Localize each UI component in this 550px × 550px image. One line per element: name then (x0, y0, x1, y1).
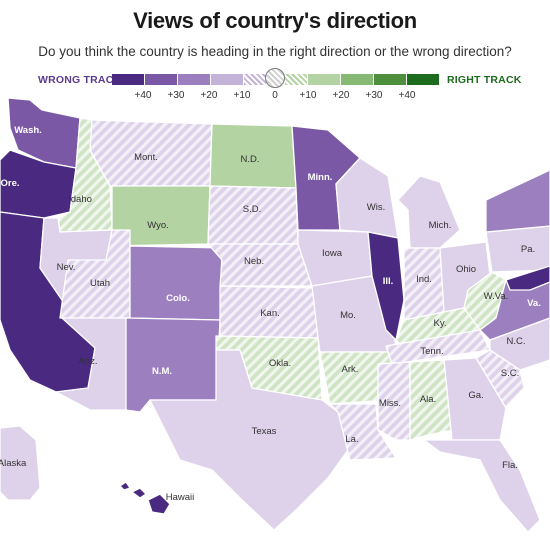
state-label-okla: Okla. (269, 358, 291, 369)
state-label-neb: Neb. (244, 256, 264, 267)
state-alabama (409, 359, 453, 441)
legend-wrong-track-label: WRONG TRACK (38, 74, 122, 86)
state-nebraska (207, 243, 313, 287)
state-label-kan: Kan. (260, 308, 280, 319)
legend-tick: +20 (332, 90, 350, 101)
state-hawaii-maui (119, 481, 131, 491)
legend-tick: +30 (167, 90, 185, 101)
legend-swatch-wrong-lean (244, 74, 266, 85)
state-label-alaska: Alaska (0, 458, 27, 469)
state-hawaii (131, 487, 147, 499)
state-label-pa: Pa. (521, 244, 535, 255)
legend-swatch-right-40 (407, 74, 439, 85)
state-label-wyo: Wyo. (147, 220, 169, 231)
state-label-fla: Fla. (502, 460, 518, 471)
state-northeast (485, 169, 550, 233)
state-label-mo: Mo. (340, 310, 356, 321)
legend-right-track-label: RIGHT TRACK (447, 74, 522, 86)
state-maryland (505, 265, 550, 291)
state-label-ind: Ind. (416, 274, 432, 285)
state-label-tenn: Tenn. (420, 346, 443, 357)
state-label-va: Va. (527, 298, 541, 309)
state-florida (423, 439, 541, 533)
state-mississippi (377, 361, 411, 441)
state-louisiana (329, 403, 397, 461)
state-label-nc: N.C. (507, 336, 526, 347)
legend-swatch-right-10 (308, 74, 340, 85)
state-label-mont: Mont. (134, 152, 158, 163)
state-label-nd: N.D. (241, 154, 260, 165)
legend-tick: +40 (398, 90, 416, 101)
state-colorado (129, 245, 223, 321)
state-label-ky: Ky. (433, 318, 446, 329)
legend-tick: +20 (200, 90, 218, 101)
state-north-carolina (489, 317, 550, 371)
legend-swatch-right-30 (374, 74, 406, 85)
state-label-mich: Mich. (429, 220, 452, 231)
state-oregon (0, 149, 77, 219)
legend-neutral-swatch (265, 68, 285, 88)
legend-swatch-wrong-30 (145, 74, 177, 85)
state-label-ala: Ala. (420, 394, 436, 405)
legend-tick: 0 (272, 90, 278, 101)
state-label-texas: Texas (252, 426, 277, 437)
state-label-idaho: Idaho (68, 194, 92, 205)
legend-swatch-right-20 (341, 74, 373, 85)
legend-swatch-wrong-20 (178, 74, 210, 85)
state-hawaii-island (147, 493, 171, 515)
state-pennsylvania (485, 225, 550, 273)
state-label-ohio: Ohio (456, 264, 476, 275)
state-label-hawaii: Hawaii (166, 492, 195, 503)
state-south-dakota (207, 185, 299, 245)
legend-tick: +30 (365, 90, 383, 101)
state-label-ariz: Ariz. (79, 356, 98, 367)
state-label-utah: Utah (90, 278, 110, 289)
state-label-sd: S.D. (243, 204, 261, 215)
state-georgia (443, 357, 507, 441)
state-label-sc: S.C. (501, 368, 519, 379)
state-label-miss: Miss. (379, 398, 401, 409)
state-texas (149, 349, 349, 531)
legend-tick: +10 (299, 90, 317, 101)
state-south-carolina (475, 349, 525, 409)
state-label-ark: Ark. (342, 364, 359, 375)
legend-tick: +10 (233, 90, 251, 101)
state-label-nev: Nev. (57, 262, 76, 273)
state-alaska (0, 425, 41, 501)
state-label-wash: Wash. (14, 125, 42, 136)
state-new-mexico (125, 317, 221, 413)
state-label-ore: Ore. (0, 178, 19, 189)
state-label-la: La. (345, 434, 358, 445)
state-label-colo: Colo. (166, 293, 190, 304)
legend-tick: +40 (134, 90, 152, 101)
legend-swatch-wrong-40 (112, 74, 144, 85)
state-label-minn: Minn. (308, 172, 333, 183)
state-label-wis: Wis. (367, 202, 385, 213)
legend: WRONG TRACK RIGHT TRACK +40 +30 +20 +10 … (0, 68, 550, 110)
state-label-ill: Ill. (383, 276, 394, 287)
legend-swatch-right-lean (285, 74, 307, 85)
state-label-ga: Ga. (468, 390, 483, 401)
state-label-nm: N.M. (152, 366, 172, 377)
legend-swatch-wrong-10 (211, 74, 243, 85)
state-label-iowa: Iowa (322, 248, 343, 259)
page-title: Views of country's direction (133, 8, 417, 33)
state-label-wva: W.Va. (484, 291, 509, 302)
state-michigan (397, 175, 461, 249)
page-subtitle: Do you think the country is heading in t… (38, 44, 512, 59)
